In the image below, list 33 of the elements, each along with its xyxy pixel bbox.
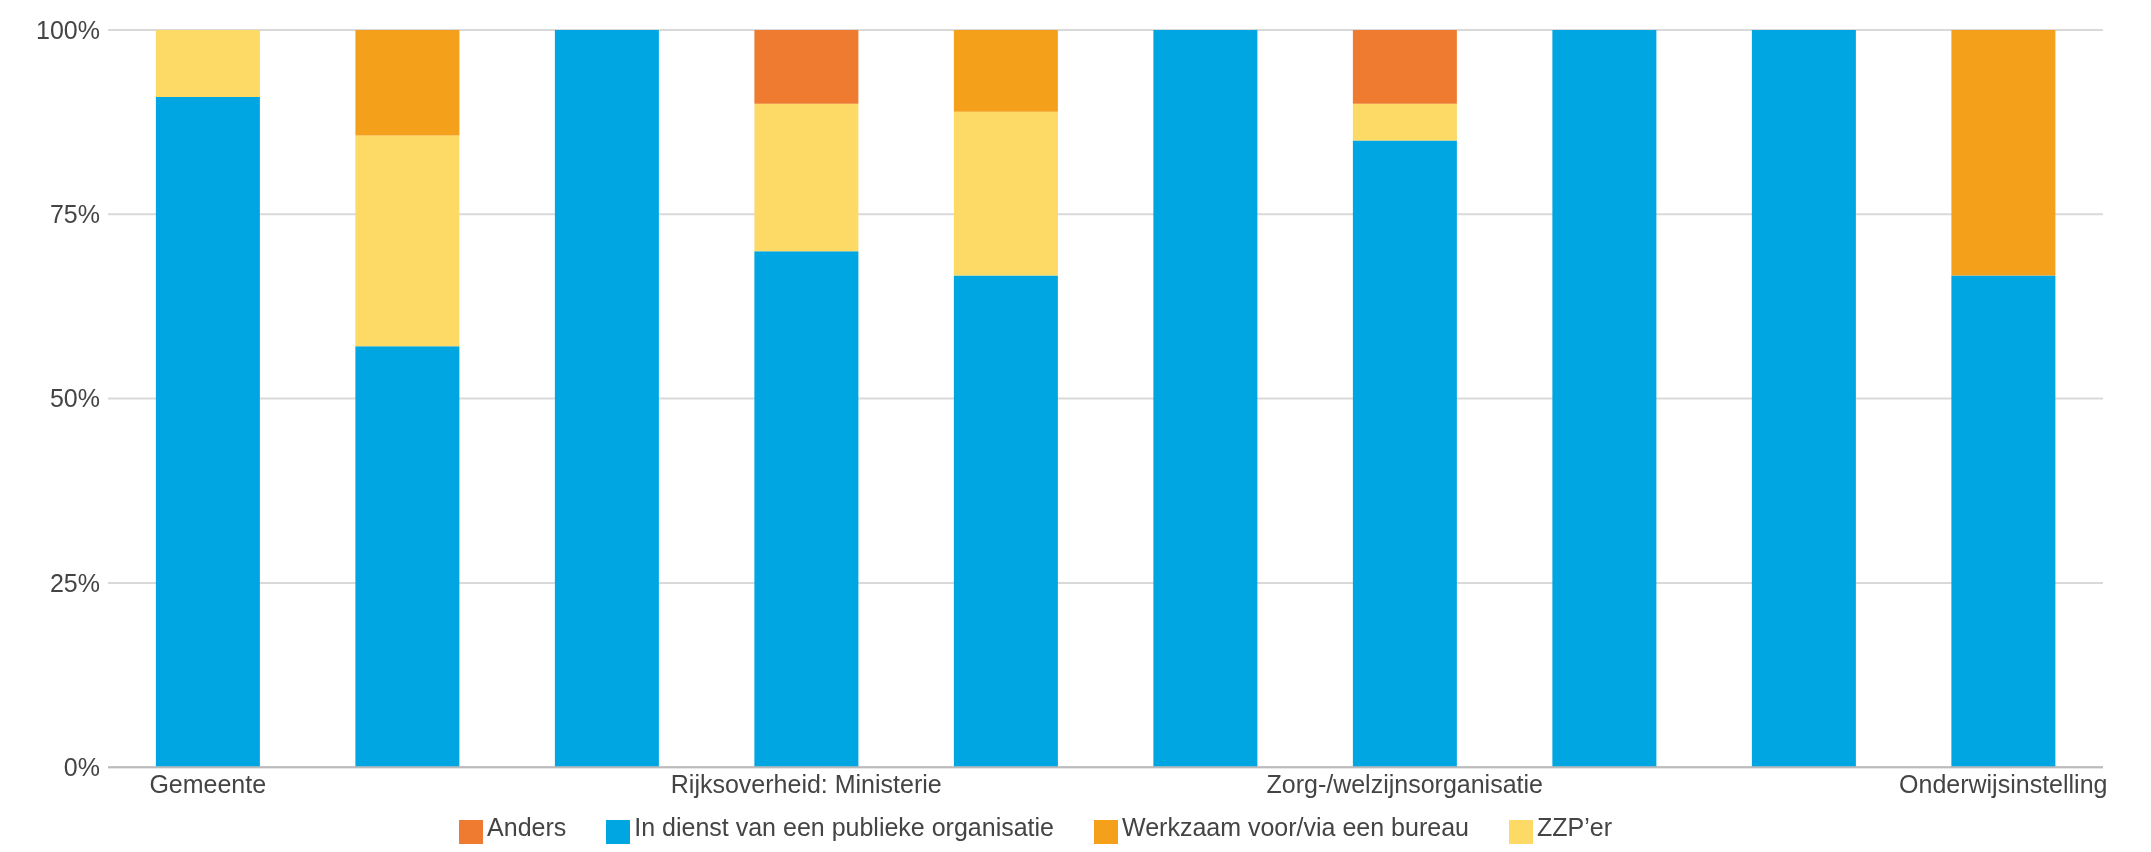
- bar: [1153, 30, 1258, 768]
- bar: [155, 30, 260, 98]
- bar: [355, 135, 460, 347]
- bar: [1751, 30, 1856, 768]
- bar: [1352, 103, 1457, 141]
- y-tick-label: 0%: [63, 753, 100, 782]
- y-tick-label: 25%: [49, 568, 100, 597]
- x-tick-label: Rijksoverheid: Ministerie: [670, 769, 942, 798]
- bar: [754, 251, 859, 768]
- bar: [355, 346, 460, 768]
- x-tick-label: Zorg-/welzijnsorganisatie: [1266, 769, 1544, 798]
- bar: [554, 30, 659, 768]
- bar: [953, 111, 1058, 276]
- x-tick-label: Onderwijsinstelling: [1899, 769, 2108, 798]
- y-tick-label: 100%: [36, 15, 100, 44]
- y-tick-label: 50%: [49, 384, 100, 413]
- bar: [1951, 30, 2056, 276]
- bar: [1352, 30, 1457, 104]
- y-tick-label: 75%: [49, 200, 100, 229]
- legend-label: ZZP’er: [1536, 813, 1612, 842]
- bar: [355, 30, 460, 136]
- legend-label: Anders: [487, 813, 567, 842]
- bar: [1951, 275, 2056, 768]
- bar: [754, 30, 859, 104]
- bar: [754, 103, 859, 252]
- bar: [953, 275, 1058, 768]
- bar: [953, 30, 1058, 112]
- legend-label: Werkzaam voor/via een bureau: [1122, 813, 1469, 842]
- legend-label: In dienst van een publieke organisatie: [634, 813, 1055, 842]
- bar: [1352, 140, 1457, 768]
- bar: [1552, 30, 1657, 768]
- bar: [155, 97, 260, 768]
- x-tick-label: Gemeente: [149, 769, 267, 798]
